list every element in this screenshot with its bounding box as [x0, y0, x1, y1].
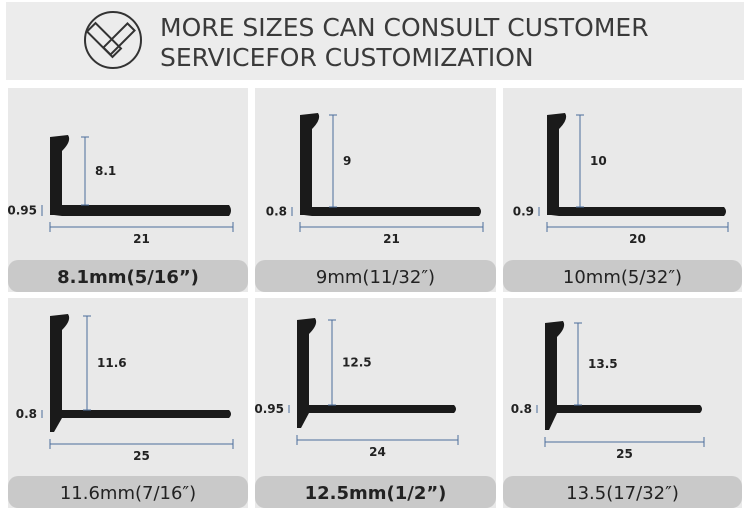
thickness-label: 0.95 — [7, 204, 37, 218]
caption-bar — [8, 260, 248, 292]
height-label: 13.5 — [588, 357, 618, 371]
caption-bar — [255, 476, 496, 508]
caption: 8.1mm(5/16”) — [57, 267, 199, 288]
thickness-label: 0.95 — [254, 402, 284, 416]
height-label: 11.6 — [97, 356, 127, 370]
header-band — [6, 2, 744, 80]
width-label: 25 — [133, 449, 150, 463]
panel — [8, 88, 248, 292]
caption: 10mm(5/32″) — [563, 267, 682, 288]
caption: 11.6mm(7/16″) — [60, 483, 196, 504]
height-label: 9 — [343, 154, 351, 168]
caption: 13.5(17/32″) — [566, 483, 679, 504]
width-label: 21 — [383, 232, 400, 246]
width-label: 24 — [369, 445, 386, 459]
width-label: 25 — [616, 447, 633, 461]
profile — [545, 321, 702, 430]
width-label: 21 — [133, 232, 150, 246]
thickness-label: 0.9 — [513, 205, 534, 219]
panel — [503, 88, 742, 292]
caption-bar — [8, 476, 248, 508]
thickness-label: 0.8 — [16, 407, 37, 421]
caption: 12.5mm(1/2”) — [305, 483, 447, 504]
caption-bar — [255, 260, 496, 292]
height-label: 10 — [590, 154, 607, 168]
caption-bar — [503, 476, 742, 508]
height-label: 8.1 — [95, 164, 116, 178]
profile — [297, 318, 456, 428]
panel — [8, 298, 248, 508]
thickness-label: 0.8 — [511, 402, 532, 416]
width-label: 20 — [629, 232, 646, 246]
thickness-label: 0.8 — [266, 205, 287, 219]
height-label: 12.5 — [342, 356, 372, 370]
panel — [503, 298, 742, 508]
caption-bar — [503, 260, 742, 292]
panel — [255, 88, 496, 292]
caption: 9mm(11/32″) — [316, 267, 435, 288]
panel — [255, 298, 496, 508]
icon — [84, 11, 142, 69]
title-line: MORE SIZES CAN CONSULT CUSTOMER — [160, 13, 649, 42]
profile — [50, 135, 231, 216]
title-line: SERVICEFOR CUSTOMIZATION — [160, 43, 534, 72]
